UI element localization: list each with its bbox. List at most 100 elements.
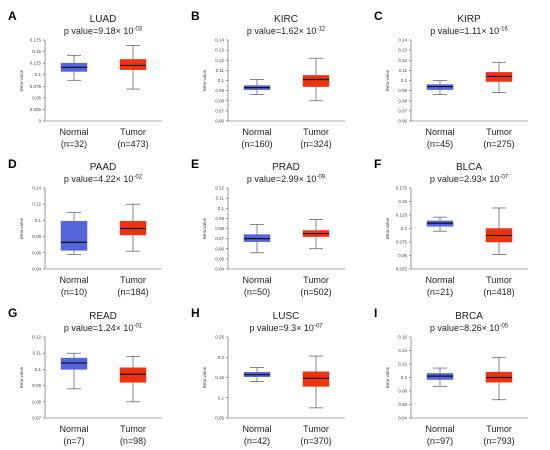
- y-tick-label: 0.09: [398, 88, 407, 93]
- x-category-label: Tumor: [486, 275, 512, 285]
- x-category-label: Normal: [59, 127, 88, 137]
- y-tick-label: 0.2: [218, 355, 225, 360]
- p-value-times: × 10: [116, 26, 134, 36]
- y-tick-label: 0.15: [215, 375, 224, 380]
- y-tick-label: 0.125: [30, 61, 42, 66]
- y-tick-label: 0.05: [215, 256, 224, 261]
- x-category-label: Tumor: [303, 275, 329, 285]
- p-value-times: × 10: [296, 323, 314, 333]
- y-tick-label: 0.05: [215, 416, 224, 421]
- p-value-prefix: p value=: [64, 26, 98, 36]
- p-value: p value=2.99× 10-09: [247, 174, 326, 184]
- box-tumor: [302, 57, 330, 102]
- y-tick-label: 0.05: [398, 253, 407, 258]
- x-category-label: Tumor: [486, 127, 512, 137]
- y-tick-label: 0.15: [398, 199, 407, 204]
- chart-title: PRAD: [272, 162, 300, 173]
- y-axis-label: Beta value: [385, 217, 390, 239]
- x-category-label: Normal: [242, 127, 271, 137]
- p-value-times: × 10: [299, 26, 317, 36]
- y-tick-label: 0.14: [32, 186, 41, 191]
- x-sample-size-label: (n=7): [63, 436, 84, 446]
- y-tick-label: 0.07: [32, 416, 41, 421]
- y-axis-label: Beta value: [19, 366, 24, 388]
- p-value-exponent: -12: [316, 27, 325, 33]
- y-tick-label: 0.11: [216, 196, 225, 201]
- y-tick-label: 0.06: [215, 119, 224, 124]
- chart-title: LUAD: [90, 14, 117, 25]
- p-value-times: × 10: [116, 323, 134, 333]
- p-value-times: × 10: [482, 323, 500, 333]
- x-sample-size-label: (n=10): [61, 287, 87, 297]
- p-value-mantissa: 1.11: [464, 26, 481, 36]
- x-category-label: Tumor: [303, 127, 329, 137]
- y-tick-label: 0.08: [32, 234, 41, 239]
- y-tick-label: 0.1: [35, 218, 42, 223]
- panel-label: D: [8, 157, 17, 171]
- p-value-mantissa: 4.22: [98, 174, 116, 184]
- y-tick-label: 0.14: [398, 38, 407, 43]
- p-value-mantissa: 1.62: [281, 26, 299, 36]
- y-tick-label: 0.025: [30, 107, 42, 112]
- y-tick-label: 0.11: [399, 68, 408, 73]
- chart-panel-h: H LUSC p value=9.3× 10-07 0.05 0.1 0.15 0.2 0.2…: [185, 301, 368, 450]
- chart-panel-g: G READ p value=1.24× 10-01 0.07 0.08 0.09 0.1 0…: [2, 301, 185, 450]
- y-tick-label: 0.06: [398, 402, 407, 407]
- box-tumor: [302, 219, 330, 250]
- p-value-prefix: p value=: [64, 323, 98, 333]
- box-tumor: [119, 45, 147, 90]
- y-axis-label: Beta value: [385, 366, 390, 388]
- iqr-box: [302, 371, 330, 387]
- chart-title: KIRP: [457, 14, 481, 25]
- box-normal: [243, 79, 271, 96]
- panel-label: E: [191, 157, 199, 171]
- p-value: p value=1.11× 10-16: [430, 26, 508, 36]
- y-tick-label: 0.1: [218, 206, 225, 211]
- y-tick-label: 0.1: [218, 395, 225, 400]
- y-tick-label: 0.075: [396, 240, 408, 245]
- y-tick-label: 0.075: [30, 84, 42, 89]
- p-value-prefix: p value=: [247, 26, 281, 36]
- x-category-label: Normal: [242, 275, 271, 285]
- chart-title: BRCA: [455, 311, 483, 322]
- p-value-mantissa: 1.24: [98, 323, 116, 333]
- p-value-prefix: p value=: [430, 323, 464, 333]
- x-sample-size-label: (n=42): [244, 436, 270, 446]
- y-tick-label: 0.08: [398, 98, 407, 103]
- p-value-mantissa: 2.93: [464, 174, 482, 184]
- y-tick-label: 0.09: [215, 216, 224, 221]
- p-value-exponent: -09: [316, 175, 325, 181]
- p-value-exponent: -07: [499, 175, 508, 181]
- p-value-prefix: p value=: [64, 174, 98, 184]
- chart-panel-c: C KIRP p value=1.11× 10-16 0.06 0.07 0.08 0.09…: [368, 4, 550, 153]
- iqr-box: [119, 367, 147, 383]
- y-tick-label: 0.13: [398, 48, 407, 53]
- chart-panel-f: F BLCA p value=2.93× 10-07 0.025 0.05 0.075 0.…: [368, 152, 550, 301]
- chart-panel-a: A LUAD p value=9.18× 10-03 0 0.025 0.05 0.075 0…: [2, 4, 185, 153]
- y-axis-label: Beta value: [202, 217, 207, 239]
- y-tick-label: 0.07: [215, 108, 224, 113]
- box-tumor: [485, 356, 513, 401]
- y-tick-label: 0.04: [398, 416, 407, 421]
- y-tick-label: 0.15: [32, 49, 41, 54]
- y-tick-label: 0.1: [218, 78, 225, 83]
- box-tumor: [485, 61, 513, 94]
- y-tick-label: 0.11: [216, 68, 225, 73]
- p-value-prefix: p value=: [430, 26, 464, 36]
- y-tick-label: 0.07: [398, 108, 407, 113]
- y-tick-label: 0.13: [215, 48, 224, 53]
- p-value-mantissa: 9.3: [284, 323, 297, 333]
- y-tick-label: 0.06: [398, 119, 407, 124]
- box-tumor: [302, 355, 330, 409]
- p-value-times: × 10: [299, 174, 317, 184]
- panel-label: G: [8, 306, 17, 320]
- box-tumor: [119, 356, 147, 403]
- y-tick-label: 0.12: [32, 202, 41, 207]
- p-value: p value=1.62× 10-12: [247, 26, 326, 36]
- y-tick-label: 0.025: [396, 267, 408, 272]
